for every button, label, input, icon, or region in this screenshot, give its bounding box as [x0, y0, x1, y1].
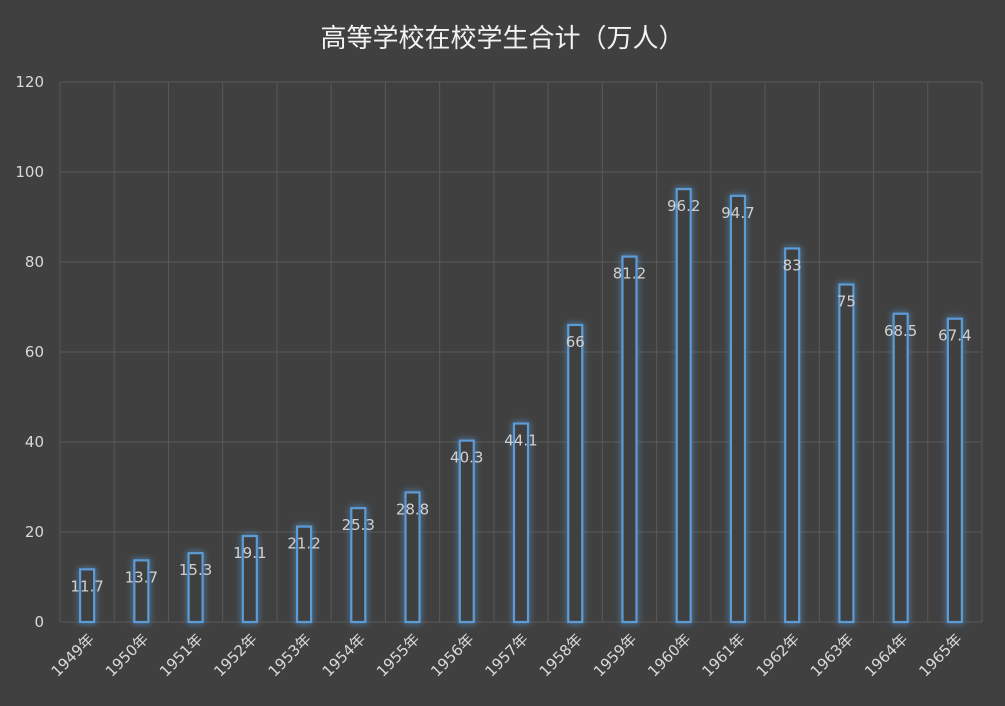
bars: [79, 188, 963, 624]
bar: [892, 312, 909, 624]
data-label: 15.3: [179, 561, 212, 579]
y-tick-label: 60: [25, 343, 44, 361]
chart-title: 高等学校在校学生合计（万人）: [320, 24, 685, 54]
x-tick-label: 1958年: [536, 630, 586, 680]
x-tick-label: 1959年: [590, 630, 640, 680]
x-tick-label: 1962年: [753, 630, 803, 680]
data-label: 40.3: [450, 449, 483, 467]
x-tick-label: 1964年: [861, 630, 911, 680]
data-label: 83: [783, 257, 802, 275]
x-axis-ticks: 1949年 1950年 1951年 1952年 1953年 1954年 1955年 1956年…: [48, 630, 966, 680]
bar: [784, 247, 801, 624]
x-tick-label: 1965年: [915, 630, 965, 680]
x-tick-label: 1955年: [373, 630, 423, 680]
y-tick-label: 120: [15, 73, 44, 91]
data-label: 13.7: [125, 568, 158, 586]
bar: [946, 317, 963, 624]
x-tick-label: 1952年: [210, 630, 260, 680]
data-label: 44.1: [504, 432, 537, 450]
data-label: 66: [566, 333, 585, 351]
data-label: 11.7: [70, 577, 103, 595]
data-label: 21.2: [287, 535, 320, 553]
bar: [187, 552, 204, 624]
x-tick-label: 1960年: [644, 630, 694, 680]
bar: [133, 559, 150, 624]
data-label: 25.3: [342, 516, 375, 534]
x-tick-label: 1951年: [156, 630, 206, 680]
bar: [295, 525, 313, 624]
data-label: 75: [837, 293, 856, 311]
data-label: 28.8: [396, 500, 429, 518]
bar: [729, 194, 747, 624]
bar: [458, 439, 475, 624]
grid-lines: [59, 81, 983, 623]
y-tick-label: 100: [15, 163, 44, 181]
bar: [838, 283, 855, 624]
bar: [512, 422, 530, 624]
bar: [404, 491, 421, 624]
bar: [621, 255, 638, 624]
bar: [241, 534, 258, 624]
data-label: 19.1: [233, 544, 266, 562]
bar: [675, 188, 692, 624]
data-label: 96.2: [667, 197, 700, 215]
bar: [567, 323, 584, 624]
x-tick-label: 1954年: [319, 630, 369, 680]
data-label: 67.4: [938, 327, 971, 345]
x-tick-label: 1957年: [481, 630, 531, 680]
data-label: 81.2: [613, 265, 646, 283]
x-tick-label: 1956年: [427, 630, 477, 680]
x-tick-label: 1949年: [48, 630, 98, 680]
y-axis-ticks: 0 20 40 60 80 100 120: [15, 73, 44, 631]
y-tick-label: 0: [34, 613, 44, 631]
data-labels: 11.7 13.7 15.3 19.1 21.2 25.3 28.8 40.3 44.1 66 81…: [70, 197, 971, 595]
x-tick-label: 1953年: [265, 630, 315, 680]
x-tick-label: 1961年: [698, 630, 748, 680]
bar: [350, 507, 367, 624]
data-label: 68.5: [884, 322, 917, 340]
y-tick-label: 40: [25, 433, 44, 451]
y-tick-label: 20: [25, 523, 44, 541]
data-label: 94.7: [721, 204, 754, 222]
y-tick-label: 80: [25, 253, 44, 271]
x-tick-label: 1963年: [807, 630, 857, 680]
bar: [79, 568, 96, 624]
x-tick-label: 1950年: [102, 630, 152, 680]
